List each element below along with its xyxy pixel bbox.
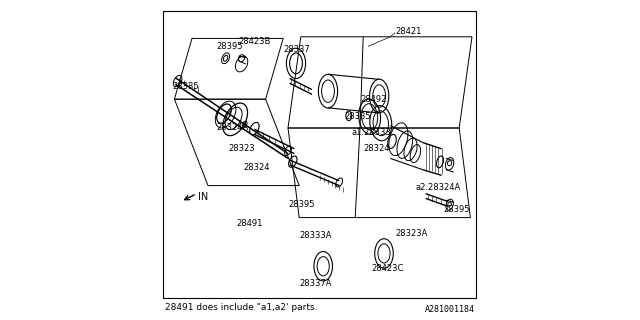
Text: 28335: 28335: [173, 82, 200, 91]
Text: 28395: 28395: [216, 42, 243, 51]
Text: a1.28333: a1.28333: [352, 128, 392, 137]
Text: 28323: 28323: [229, 144, 255, 153]
Text: 28324: 28324: [364, 144, 390, 153]
Text: 28423B: 28423B: [239, 37, 271, 46]
Bar: [163, 11, 476, 298]
Text: 28335: 28335: [344, 112, 371, 121]
Text: a2.28324A: a2.28324A: [416, 183, 461, 192]
Text: 28395: 28395: [288, 200, 314, 209]
Text: 28337A: 28337A: [300, 279, 332, 288]
Text: 28421: 28421: [396, 28, 422, 36]
Text: 28492: 28492: [360, 95, 387, 104]
Text: 28333A: 28333A: [300, 231, 332, 240]
Text: 28324A: 28324A: [216, 124, 248, 132]
Text: 28324: 28324: [243, 164, 269, 172]
Text: 28423C: 28423C: [371, 264, 404, 273]
Text: IN: IN: [198, 192, 208, 202]
Text: A281001184: A281001184: [425, 305, 475, 314]
Text: 28323A: 28323A: [396, 229, 428, 238]
Text: 28491 does include "a1,a2' parts.: 28491 does include "a1,a2' parts.: [165, 303, 317, 312]
Text: 28491: 28491: [237, 220, 263, 228]
Text: 28337: 28337: [283, 45, 310, 54]
Text: 28395: 28395: [443, 205, 470, 214]
